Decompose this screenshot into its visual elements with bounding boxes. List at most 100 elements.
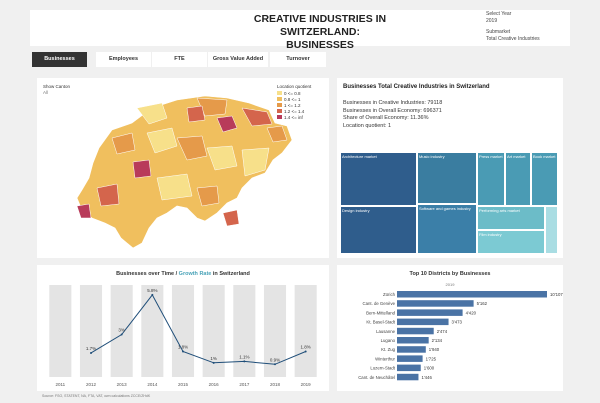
tab-employees[interactable]: Employees xyxy=(96,52,151,67)
bar-chart-subtitle: 2019 xyxy=(445,282,455,287)
treemap-cell-art[interactable]: Art market xyxy=(505,152,531,206)
map-region-lugano xyxy=(222,209,240,227)
treemap-label: Software and games industry xyxy=(419,206,471,211)
tab-gross-value-added[interactable]: Gross Value Added xyxy=(208,52,268,67)
growth-label-2014: 5.8% xyxy=(147,288,157,293)
treemap-cell-design[interactable]: Design industry xyxy=(340,206,417,254)
bar-8 xyxy=(397,364,421,372)
legend-label: 0.8 <= 1 xyxy=(284,96,301,102)
legend-swatch xyxy=(277,115,282,119)
bar-value-5: 2'134 xyxy=(432,338,443,343)
tab-turnover[interactable]: Turnover xyxy=(270,52,326,67)
summary-stats: Businesses in Creative Industries: 79118… xyxy=(343,100,442,130)
year-column-2019 xyxy=(294,285,317,377)
submarket-filter[interactable]: Submarket Total Creative Industries xyxy=(486,29,540,43)
treemap-cell-architecture[interactable]: Architecture market xyxy=(340,152,417,206)
map-legend-item: 1.2 <= 1.4 xyxy=(277,108,311,114)
stat-location-quotient: Location quotient: 1 xyxy=(343,122,392,129)
year-filter[interactable]: Select Year 2019 xyxy=(486,11,511,25)
growth-label-2019: 1.8% xyxy=(301,345,311,350)
bar-value-1: 5'162 xyxy=(477,301,488,306)
growth-point-2016 xyxy=(212,361,215,364)
bar-3 xyxy=(397,318,449,326)
map-region xyxy=(146,127,178,154)
bar-0 xyxy=(397,291,547,298)
bar-5 xyxy=(397,337,429,344)
top-districts-bar-chart[interactable]: Zürich 10'107 Cant. de Genève 5'162 Bern-Mit… xyxy=(337,265,563,391)
legend-label: 1.4 <= inf xyxy=(284,114,303,120)
map-legend-item: 1.4 <= inf xyxy=(277,114,311,120)
bar-value-8: 1'600 xyxy=(424,366,435,371)
growth-point-2012 xyxy=(90,351,92,354)
stat-businesses-creative: Businesses in Creative Industries: 79118 xyxy=(343,100,443,106)
canton-filter[interactable]: Show Canton All xyxy=(43,84,70,96)
year-column-2014 xyxy=(141,285,164,377)
map-legend-item: 0.8 <= 1 xyxy=(277,96,311,102)
line-chart-panel: Businesses over Time / Growth Rate in Sw… xyxy=(37,265,329,391)
x-tick-2011: 2011 xyxy=(55,382,65,387)
treemap-cell-press[interactable]: Press market xyxy=(477,152,505,206)
growth-label-2013: 3% xyxy=(118,328,125,333)
map-legend-item: 0 <= 0.8 xyxy=(277,90,311,96)
treemap-label: Art market xyxy=(507,154,526,159)
treemap-label: Architecture market xyxy=(342,154,377,159)
year-column-2012 xyxy=(79,285,103,377)
bar-value-9: 1'446 xyxy=(421,375,432,380)
bar-9 xyxy=(397,373,419,381)
summary-panel: Businesses Total Creative Industries in … xyxy=(337,78,563,258)
growth-point-2015 xyxy=(182,350,184,353)
treemap-cell-software[interactable]: Software and games industry xyxy=(417,204,477,254)
map-region-basel xyxy=(186,105,206,123)
map-region-lausanne xyxy=(96,183,120,207)
growth-rate-line xyxy=(90,293,306,365)
year-column-2016 xyxy=(202,285,225,377)
map-legend-title: Location quotient xyxy=(277,84,312,89)
legend-swatch xyxy=(277,91,282,95)
bar-value-6: 1'940 xyxy=(429,347,440,352)
bar-label-2: Bern-Mittelland xyxy=(366,310,396,315)
page-title-line2: BUSINESSES xyxy=(286,39,354,51)
line-chart-title: Businesses over Time / Growth Rate in Sw… xyxy=(37,271,329,277)
page-title: CREATIVE INDUSTRIES IN SWITZERLAND: BUSI… xyxy=(220,13,420,52)
canton-filter-value[interactable]: All xyxy=(43,90,49,95)
treemap-label: Performing arts market xyxy=(479,208,520,213)
map-region xyxy=(206,145,238,171)
x-tick-2014: 2014 xyxy=(147,382,158,387)
treemap-label: Design industry xyxy=(342,208,370,213)
bar-value-7: 1'725 xyxy=(426,356,437,361)
treemap-cell-film[interactable]: Film industry xyxy=(477,230,545,254)
year-column-2011 xyxy=(49,285,72,377)
submarket-filter-value[interactable]: Total Creative Industries xyxy=(486,36,540,42)
x-tick-2019: 2019 xyxy=(301,382,312,387)
source-note: Source: FSO, STATENT, NA, FTA, VAT, own … xyxy=(42,394,151,398)
treemap: Architecture market Design industry Musi… xyxy=(340,152,558,256)
tab-businesses[interactable]: Businesses xyxy=(32,52,87,67)
growth-line-chart[interactable]: 2011 2012 2013 2014 2015 2016 2017 2018 2019 1.7%… xyxy=(37,265,329,391)
treemap-cell-performing-arts[interactable]: Performing arts market xyxy=(477,206,545,230)
map-legend: Location quotient 0 <= 0.8 0.8 <= 1 1 <=… xyxy=(277,84,311,120)
bar-2 xyxy=(397,309,463,316)
map-region-geneva xyxy=(76,203,92,219)
switzerland-map[interactable] xyxy=(37,78,329,258)
bar-4 xyxy=(397,327,434,335)
treemap-cell-book[interactable]: Book market xyxy=(531,152,558,206)
map-region xyxy=(136,102,168,125)
year-filter-value[interactable]: 2019 xyxy=(486,18,498,24)
bar-label-5: Lugano xyxy=(381,338,396,343)
bar-value-3: 3'473 xyxy=(452,320,463,325)
map-region xyxy=(241,107,273,127)
growth-point-2017 xyxy=(243,360,246,363)
treemap-label: Book market xyxy=(533,154,556,159)
bar-label-4: Lausanne xyxy=(376,329,395,334)
treemap-label: Press market xyxy=(479,154,503,159)
legend-swatch xyxy=(277,109,282,113)
growth-label-2012: 1.7% xyxy=(86,346,96,351)
treemap-label: Music industry xyxy=(419,154,445,159)
bar-label-7: Winterthur xyxy=(375,356,395,361)
tab-fte[interactable]: FTE xyxy=(152,52,207,67)
map-panel: Show Canton All Location quotient 0 <= 0… xyxy=(37,78,329,258)
treemap-cell-music[interactable]: Music industry xyxy=(417,152,477,204)
legend-label: 0 <= 0.8 xyxy=(284,90,301,96)
treemap-cell-other[interactable] xyxy=(545,206,558,254)
growth-label-2016: 1% xyxy=(210,356,217,361)
